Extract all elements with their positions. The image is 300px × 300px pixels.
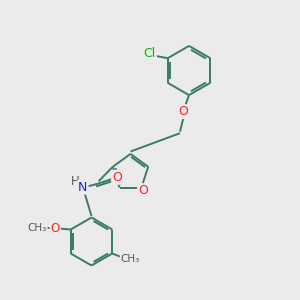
- Text: H: H: [71, 175, 80, 188]
- Text: CH₃: CH₃: [28, 223, 47, 233]
- Text: N: N: [78, 181, 88, 194]
- Text: methoxy: methoxy: [38, 227, 44, 228]
- Text: O: O: [112, 171, 122, 184]
- Text: O: O: [179, 105, 188, 118]
- Text: CH₃: CH₃: [121, 254, 140, 264]
- Text: O: O: [50, 221, 60, 235]
- Text: O: O: [138, 184, 148, 197]
- Text: Cl: Cl: [144, 47, 156, 60]
